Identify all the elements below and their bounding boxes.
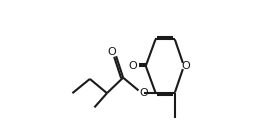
Text: O: O: [108, 47, 117, 57]
Text: O: O: [139, 88, 148, 98]
Text: O: O: [128, 61, 137, 71]
Text: O: O: [182, 61, 190, 71]
